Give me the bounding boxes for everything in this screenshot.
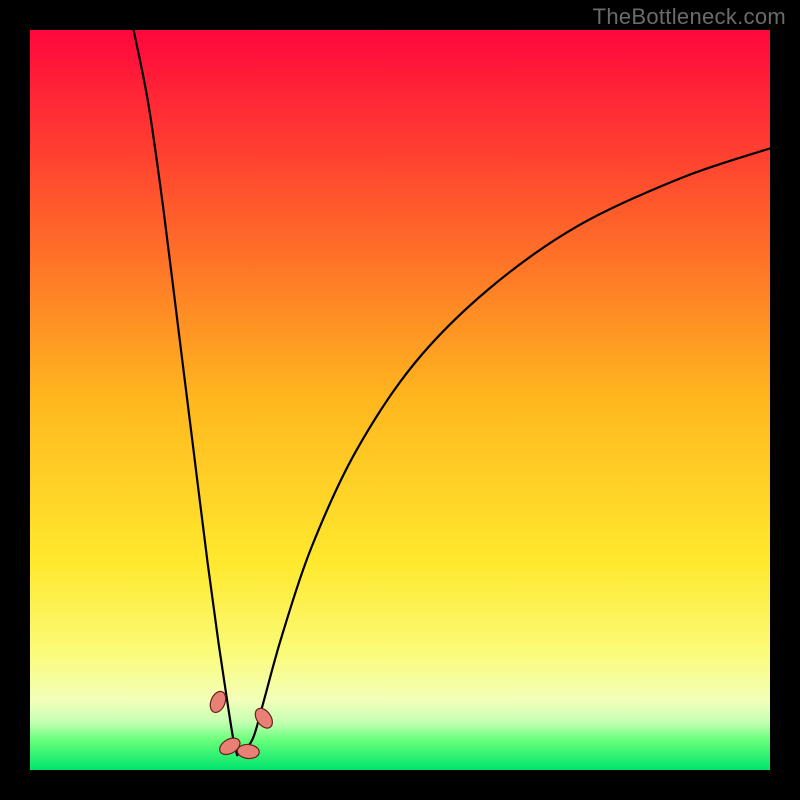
chart-background	[30, 30, 770, 770]
chart-frame: TheBottleneck.com	[0, 0, 800, 800]
bottleneck-curve-chart	[0, 0, 800, 800]
